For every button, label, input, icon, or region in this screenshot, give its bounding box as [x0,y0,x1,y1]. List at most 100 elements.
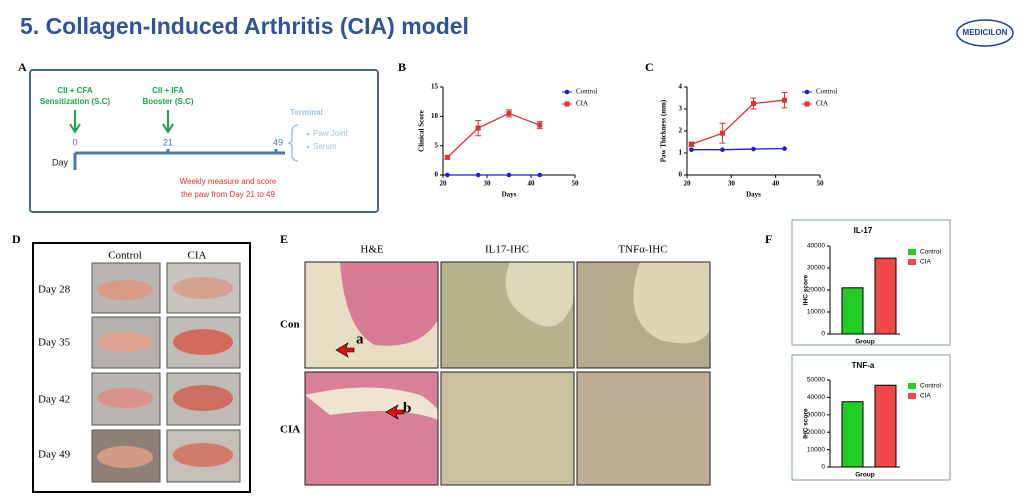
data-point [782,146,787,151]
legend-marker [804,89,810,95]
panel-label: B [398,60,406,74]
logo-ring [956,19,1014,47]
histology-images [304,261,711,486]
step-label: CII + CFA [57,86,93,95]
data-point [751,101,756,106]
bar [841,287,864,335]
y-axis-label: Clinical Score [418,110,426,152]
arrow [335,342,355,358]
legend-marker [564,89,570,95]
arrow [385,404,405,420]
terminal-item: Paw Joint [313,129,348,138]
legend-label: CIA [920,393,932,400]
y-tick-label: 50000 [807,377,825,384]
legend-swatch [908,393,916,399]
x-tick-label: 30 [728,180,736,188]
y-tick-label: 0 [679,171,683,179]
row-label: Day 49 [38,449,71,461]
legend-label: Control [576,88,597,96]
x-tick-label: 50 [572,180,580,188]
row-label: Day 28 [38,284,71,296]
x-tick-label: 50 [817,180,825,188]
bullet [306,132,310,136]
legend-label: CIA [576,100,588,108]
series-line [691,99,785,145]
y-tick-label: 15 [431,83,439,91]
x-axis-label: Group [855,472,875,479]
day-label: 21 [163,137,173,147]
step-label: Booster (S.C) [142,97,193,106]
data-point [688,141,694,147]
y-tick-label: 0 [821,331,825,338]
day-label: 0 [72,137,77,147]
column-header: CIA [188,250,207,262]
x-axis-label: Days [746,191,761,199]
y-tick-label: 40000 [807,243,825,250]
row-label: Day 42 [38,394,70,406]
x-tick-label: 20 [440,180,448,188]
column-header: IL17-IHC [485,244,529,256]
panel-label: A [18,60,27,74]
data-point [445,172,450,178]
legend-label: Control [920,249,942,256]
data-point [537,172,543,178]
note: the paw from Day 21 to 49 [181,190,275,199]
panel-label: F [765,232,772,246]
y-tick-label: 2 [679,127,683,135]
legend-swatch [908,383,916,389]
arrow-label: a [356,331,364,347]
series-line [446,112,541,158]
x-tick-label: 30 [484,180,492,188]
chart-frame [791,219,951,346]
paw-photos [91,262,241,483]
y-tick-label: 10000 [807,309,825,316]
x-tick-label: 40 [528,180,536,188]
y-tick-label: 4 [679,83,683,91]
panel-label: C [645,60,654,74]
y-tick-label: 0 [435,171,439,179]
step-label: CII + IFA [152,86,184,95]
y-tick-label: 40000 [807,394,825,401]
x-axis-label: Group [855,339,875,346]
row-label: Day 35 [38,337,71,349]
logo: MEDICILON [963,28,1008,37]
y-tick-label: 20000 [807,429,825,436]
bar [841,401,864,468]
data-point [782,97,788,103]
chart-title: IL-17 [854,226,873,235]
y-tick-label: 30000 [807,412,825,419]
data-point [444,154,450,160]
arrow-label: b [403,400,411,416]
data-point [751,146,756,152]
y-axis-label: IHC score [803,408,810,439]
data-point [475,172,481,178]
y-axis-label: IHC score [803,274,810,305]
legend-swatch [908,259,916,265]
arrow [69,110,174,134]
x-tick-label: 40 [772,180,780,188]
y-tick-label: 10 [431,112,439,120]
timeline [73,149,285,170]
legend-label: Control [816,88,837,96]
terminal-title: Terminal [290,108,323,117]
day-label: 49 [273,137,283,147]
column-header: TNFα-IHC [618,244,667,256]
data-point [689,147,694,152]
step-label: Sensitization (S.C) [40,97,111,106]
panel-label: D [12,232,21,246]
legend-label: CIA [920,259,932,266]
x-tick-label: 20 [684,180,692,188]
y-tick-label: 10000 [807,446,825,453]
legend-marker [804,101,810,107]
row-label: CIA [280,424,300,436]
note: Weekly measure and score [180,177,277,186]
data-point [506,172,512,178]
axis-label: Day [52,157,69,167]
data-point [475,125,481,131]
data-point [537,122,543,128]
chart-frame [791,354,951,481]
bracket [287,124,299,162]
y-tick-label: 30000 [807,265,825,272]
y-axis-label: Paw Thickness (mm) [660,99,668,162]
